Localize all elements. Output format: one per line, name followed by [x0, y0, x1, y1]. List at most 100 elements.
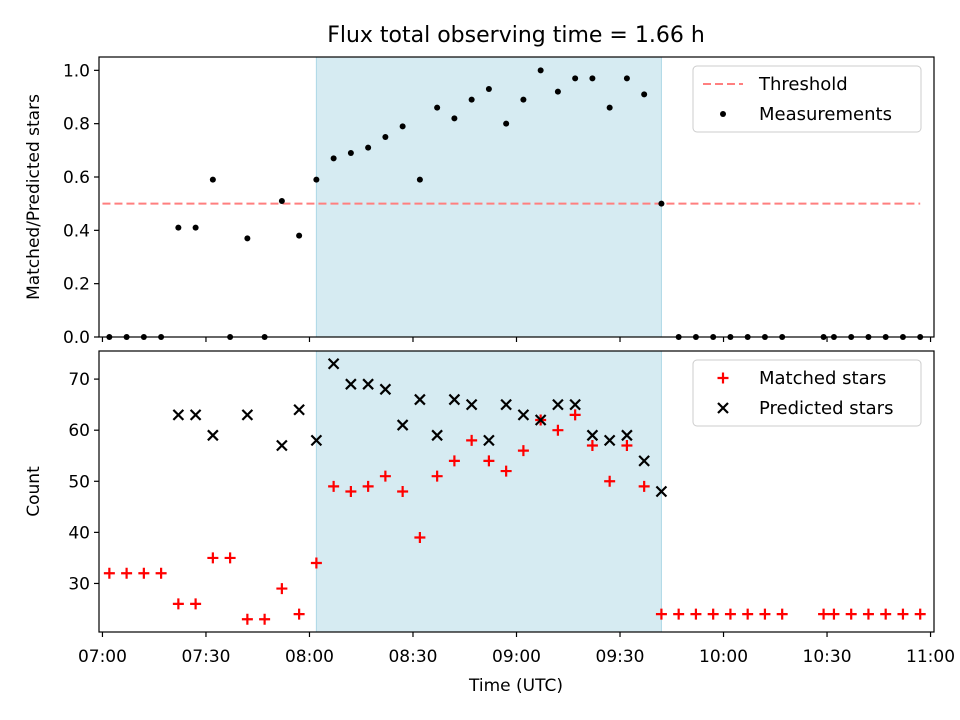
data-point-x	[276, 439, 288, 452]
legend-marker	[717, 402, 729, 414]
x-tick-label: 07:00	[78, 647, 127, 667]
data-point-x	[448, 393, 461, 406]
data-point-plus	[724, 608, 736, 620]
legend-label: Threshold	[758, 74, 848, 95]
data-point-dot	[175, 224, 182, 231]
data-point-plus	[604, 475, 616, 487]
data-point-dot	[537, 67, 544, 74]
bottom-panel: 30 40 50 60 70 07:00 07:30 08:00 08:30 09:00 09:30…	[24, 350, 955, 667]
data-point-dot	[399, 123, 406, 130]
data-point-plus	[190, 598, 202, 610]
x-tick-label: 08:30	[388, 647, 437, 667]
data-point-x	[362, 378, 374, 390]
y-tick-label: 0.8	[63, 115, 90, 135]
legend-label: Measurements	[759, 104, 892, 125]
data-point-x	[517, 409, 530, 421]
y-tick-label: 0.4	[63, 221, 90, 241]
data-point-plus	[776, 608, 788, 620]
y-tick-label: 0.2	[63, 275, 90, 295]
data-point-plus	[293, 608, 305, 620]
data-point-plus	[845, 608, 857, 620]
data-point-dot	[192, 224, 199, 231]
data-point-plus	[207, 552, 219, 564]
y-tick-label: 0.6	[63, 168, 90, 188]
data-point-x	[534, 414, 547, 426]
data-point-dot	[503, 120, 510, 127]
legend-box	[692, 65, 922, 133]
data-point-plus	[707, 608, 719, 620]
data-point-plus	[414, 531, 426, 543]
data-point-plus	[259, 613, 271, 625]
data-point-plus	[742, 608, 754, 620]
data-point-x	[465, 398, 478, 411]
data-point-plus	[328, 480, 340, 492]
legend-box	[692, 359, 922, 427]
legend-marker	[717, 372, 729, 384]
data-point-dot	[209, 176, 216, 183]
data-point-plus	[397, 486, 409, 497]
data-point-x	[207, 429, 219, 442]
data-point-x	[293, 403, 305, 416]
data-point-plus	[345, 486, 357, 497]
data-point-plus	[880, 608, 892, 620]
data-point-dot	[416, 176, 423, 183]
highlight-span	[315, 56, 662, 338]
y-tick-label: 0.0	[63, 328, 90, 348]
highlight-span	[315, 350, 662, 633]
data-point-plus	[759, 608, 771, 620]
x-tick-label: 10:00	[699, 647, 748, 667]
data-point-dot	[485, 86, 492, 92]
legend-marker	[720, 111, 726, 117]
data-point-x	[431, 429, 443, 442]
data-point-plus	[673, 608, 685, 620]
data-point-dot	[434, 104, 441, 111]
data-point-x	[396, 419, 409, 431]
data-point-plus	[121, 567, 133, 579]
y-axis-label: Count	[24, 466, 44, 517]
data-point-x	[500, 398, 512, 411]
y-tick-label: 40	[68, 523, 90, 543]
data-point-dot	[451, 115, 458, 122]
x-tick-label: 07:30	[181, 647, 230, 667]
data-point-x	[586, 429, 599, 442]
data-point-plus	[552, 424, 564, 436]
data-point-plus	[362, 480, 374, 492]
y-tick-label: 1.0	[63, 61, 90, 81]
data-point-plus	[914, 608, 926, 620]
data-point-plus	[483, 455, 495, 467]
data-point-plus	[862, 608, 874, 620]
data-point-dot	[658, 200, 665, 207]
data-point-plus	[828, 608, 840, 620]
data-point-dot	[468, 96, 475, 103]
data-point-dot	[365, 144, 372, 151]
data-point-dot	[641, 91, 648, 98]
data-point-plus	[310, 557, 322, 569]
data-point-dot	[313, 176, 320, 183]
data-point-x	[414, 393, 426, 406]
data-point-plus	[517, 445, 529, 457]
data-point-dot	[244, 235, 251, 242]
data-point-plus	[172, 598, 184, 610]
data-point-plus	[448, 455, 460, 467]
legend: Matched stars Predicted stars	[692, 359, 922, 427]
x-tick-label: 09:30	[596, 647, 645, 667]
data-point-x	[603, 434, 616, 447]
x-tick-label: 08:00	[285, 647, 334, 667]
data-point-x	[172, 409, 185, 421]
data-point-dot	[623, 75, 630, 82]
data-point-dot	[278, 198, 285, 204]
data-point-plus	[103, 567, 115, 579]
data-point-dot	[572, 75, 579, 82]
data-point-dot	[330, 155, 337, 162]
data-point-dot	[296, 232, 303, 239]
data-point-x	[241, 409, 254, 421]
data-point-plus	[897, 608, 909, 620]
x-tick-label: 10:30	[803, 647, 852, 667]
y-tick-label: 50	[68, 472, 90, 492]
data-point-dot	[589, 75, 596, 82]
data-point-plus	[276, 583, 288, 595]
data-point-dot	[554, 88, 561, 95]
data-point-plus	[466, 434, 478, 446]
data-point-x	[483, 434, 495, 447]
